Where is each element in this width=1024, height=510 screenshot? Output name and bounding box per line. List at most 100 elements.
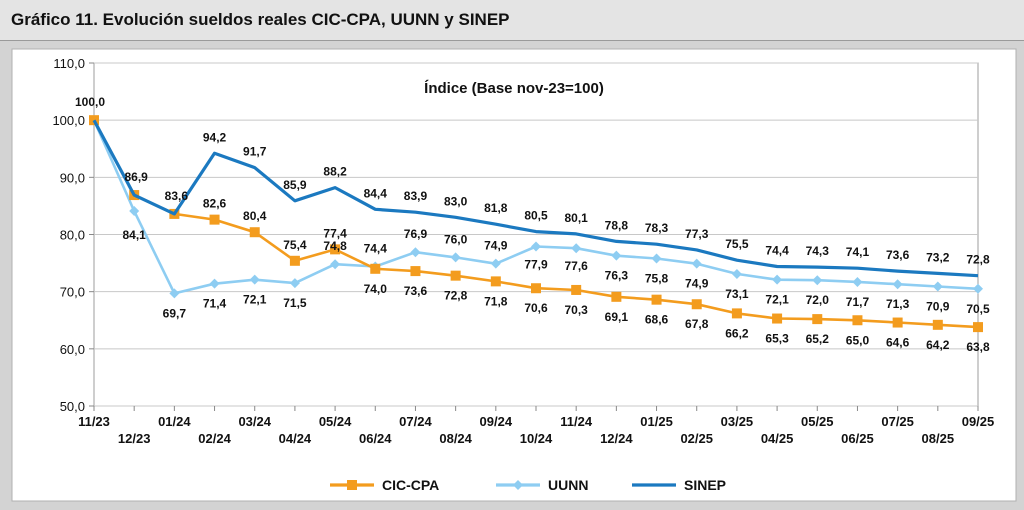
y-tick-label: 60,0: [60, 342, 85, 357]
x-tick-label: 11/23: [78, 414, 110, 429]
data-label: 74,3: [806, 244, 830, 258]
data-label: 73,1: [725, 287, 749, 301]
data-point-cic-cpa: [330, 244, 341, 255]
data-point-cic-cpa: [289, 255, 300, 266]
data-label: 75,8: [645, 272, 669, 286]
y-tick-label: 50,0: [60, 399, 85, 414]
data-label: 74,9: [685, 277, 709, 291]
data-point-uunn: [731, 268, 742, 279]
line-chart: 50,0 60,0 70,0 80,0 90,0 100,0 110,0 11/23 12/2…: [11, 48, 1017, 502]
chart-container: 50,0 60,0 70,0 80,0 90,0 100,0 110,0 11/23 12/2…: [0, 41, 1024, 505]
data-point-uunn: [169, 288, 180, 299]
data-point-uunn: [571, 243, 582, 254]
data-label: 83,6: [165, 189, 189, 203]
data-point-uunn: [973, 283, 983, 294]
data-label: 82,6: [203, 197, 227, 211]
x-tick-label: 04/24: [279, 431, 312, 446]
data-label: 70,3: [565, 303, 589, 317]
x-tick-label: 08/25: [922, 431, 955, 446]
data-label: 72,1: [765, 293, 789, 307]
y-tick-label: 100,0: [52, 113, 85, 128]
data-label: 80,1: [565, 211, 589, 225]
data-label: 73,6: [404, 284, 428, 298]
data-point-cic-cpa: [852, 315, 863, 326]
data-label: 72,0: [806, 293, 830, 307]
y-tick-label: 110,0: [53, 56, 85, 71]
data-label: 68,6: [645, 313, 669, 327]
data-point-uunn: [410, 247, 421, 258]
data-label: 80,4: [243, 209, 267, 223]
data-point-uunn: [531, 241, 541, 252]
data-labels: 100,0 82,6 80,4 75,4 77,4 74,0 73,6 72,8 71,8 70,…: [75, 95, 990, 354]
legend-marker: [347, 480, 357, 490]
chart-area: [11, 48, 1017, 502]
data-label: 63,8: [966, 340, 990, 354]
y-tick-label: 70,0: [60, 285, 85, 300]
data-label: 94,2: [203, 130, 227, 144]
data-label: 84,4: [364, 186, 388, 200]
data-label: 71,3: [886, 297, 910, 311]
data-label: 76,9: [404, 227, 428, 241]
x-tick-label: 02/24: [198, 431, 231, 446]
x-tick-label: 03/24: [238, 414, 271, 429]
data-label: 77,9: [524, 258, 548, 272]
data-label: 64,2: [926, 338, 950, 352]
x-tick-label: 04/25: [761, 431, 794, 446]
data-label: 64,6: [886, 336, 910, 350]
x-tick-label: 09/24: [480, 414, 513, 429]
page-title-bar: Gráfico 11. Evolución sueldos reales CIC…: [0, 0, 1024, 41]
data-label: 74,8: [323, 239, 347, 253]
data-label: 71,4: [203, 297, 227, 311]
data-label: 73,6: [886, 248, 910, 262]
x-tick-label: 07/24: [399, 414, 432, 429]
data-label: 70,9: [926, 300, 950, 314]
data-label: 85,9: [283, 178, 307, 192]
data-label: 77,6: [565, 259, 589, 273]
series-group: [89, 115, 983, 333]
data-point-uunn: [129, 206, 140, 217]
legend-label: UUNN: [548, 477, 588, 493]
data-point-cic-cpa: [611, 291, 622, 302]
data-point-cic-cpa: [892, 317, 903, 328]
data-label: 69,1: [605, 310, 629, 324]
data-point-cic-cpa: [89, 115, 99, 126]
data-label: 75,4: [283, 238, 307, 252]
data-label: 77,4: [323, 226, 347, 240]
data-point-cic-cpa: [691, 299, 702, 310]
y-tick-label: 90,0: [60, 170, 85, 185]
data-point-cic-cpa: [772, 313, 783, 324]
data-label: 88,2: [323, 165, 347, 179]
data-label: 74,4: [364, 242, 388, 256]
data-point-uunn: [772, 274, 783, 285]
x-tick-label: 01/25: [640, 414, 673, 429]
data-point-uunn: [249, 274, 260, 285]
data-label: 70,6: [524, 301, 548, 315]
y-tick-label: 80,0: [60, 228, 85, 243]
legend-label: CIC-CPA: [382, 477, 439, 493]
data-label: 74,4: [765, 244, 789, 258]
data-point-uunn: [611, 250, 622, 261]
data-label: 78,3: [645, 221, 669, 235]
data-point-uunn: [289, 278, 300, 289]
data-label: 80,5: [524, 209, 548, 223]
data-point-cic-cpa: [731, 308, 742, 319]
data-label: 77,3: [685, 227, 709, 241]
x-tick-label: 12/24: [600, 431, 633, 446]
data-label: 66,2: [725, 326, 749, 340]
data-point-uunn: [209, 278, 220, 289]
data-point-cic-cpa: [450, 270, 461, 281]
data-point-uunn: [852, 276, 863, 287]
data-label: 74,9: [484, 239, 508, 253]
data-point-cic-cpa: [209, 214, 220, 225]
x-tick-label: 09/25: [962, 414, 995, 429]
legend-marker: [513, 480, 523, 490]
data-label: 75,5: [725, 237, 749, 251]
data-point-cic-cpa: [571, 284, 582, 295]
x-tick-label: 03/25: [721, 414, 754, 429]
series-line-sinep: [92, 119, 979, 278]
data-label: 65,2: [806, 332, 830, 346]
x-tick-label: 06/25: [841, 431, 874, 446]
x-tick-label: 08/24: [439, 431, 472, 446]
data-label: 72,8: [966, 253, 990, 267]
x-tick-label: 07/25: [881, 414, 914, 429]
